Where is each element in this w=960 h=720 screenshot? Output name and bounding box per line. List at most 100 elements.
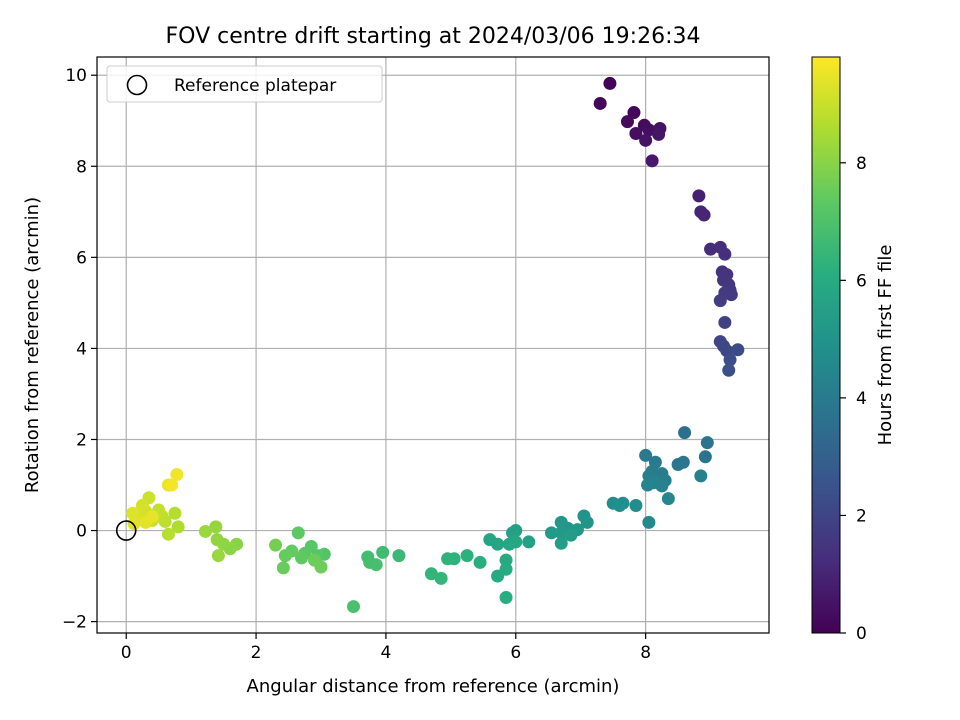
data-point xyxy=(554,515,568,529)
data-point xyxy=(460,549,474,563)
data-point xyxy=(276,561,290,575)
data-point xyxy=(165,478,179,492)
data-point xyxy=(629,499,643,513)
legend: Reference platepar xyxy=(106,65,383,103)
data-point xyxy=(127,517,141,531)
data-point xyxy=(170,468,184,482)
legend-box xyxy=(106,65,383,103)
colorbar-ticks: 0 2 4 6 8 xyxy=(840,154,867,644)
data-point xyxy=(376,545,390,559)
data-point xyxy=(613,499,627,513)
colorbar xyxy=(811,56,841,634)
data-point xyxy=(544,526,558,540)
data-point xyxy=(314,560,328,574)
data-point xyxy=(661,492,675,506)
data-point xyxy=(434,571,448,585)
legend-marker xyxy=(126,74,148,96)
x-tick-label: 8 xyxy=(640,643,651,663)
data-point xyxy=(697,208,711,222)
x-axis-ticks: 0 2 4 6 8 xyxy=(121,633,651,663)
data-point xyxy=(724,288,738,302)
data-point xyxy=(473,555,487,569)
data-point xyxy=(522,535,536,549)
data-point xyxy=(554,536,568,550)
data-point xyxy=(723,353,737,367)
y-tick-label: 4 xyxy=(76,339,87,359)
data-point xyxy=(499,590,513,604)
data-point xyxy=(392,549,406,563)
data-point xyxy=(291,526,305,540)
data-point xyxy=(126,506,140,520)
colorbar-tick-label: 4 xyxy=(856,389,867,409)
y-tick-label: −2 xyxy=(62,613,87,633)
y-axis-ticks: −2 0 2 4 6 8 10 xyxy=(62,66,97,633)
data-point xyxy=(209,520,223,534)
data-point xyxy=(593,96,607,110)
data-point xyxy=(627,106,641,120)
reference-marker xyxy=(115,520,137,541)
data-point xyxy=(161,527,175,541)
x-tick-label: 0 xyxy=(121,643,132,663)
data-point xyxy=(678,426,692,440)
colorbar-tick-label: 2 xyxy=(856,506,867,526)
data-point xyxy=(509,535,523,549)
data-point xyxy=(694,469,708,483)
y-tick-label: 8 xyxy=(76,157,87,177)
grid-lines xyxy=(97,57,769,633)
y-tick-label: 6 xyxy=(76,248,87,268)
data-point xyxy=(499,562,513,576)
data-point xyxy=(424,567,438,581)
data-point xyxy=(676,455,690,469)
data-point xyxy=(639,133,653,147)
x-tick-label: 6 xyxy=(510,643,521,663)
y-tick-label: 10 xyxy=(65,66,87,86)
data-point xyxy=(295,551,309,565)
data-point xyxy=(713,294,727,308)
data-point xyxy=(211,549,225,563)
data-point xyxy=(642,515,656,529)
data-point xyxy=(731,343,745,357)
data-point xyxy=(171,520,185,534)
data-point xyxy=(580,515,594,529)
x-tick-label: 4 xyxy=(381,643,392,663)
data-point xyxy=(145,510,159,524)
data-point xyxy=(491,537,505,551)
data-point xyxy=(722,363,736,377)
data-point xyxy=(369,558,383,572)
data-point xyxy=(704,242,718,256)
data-points xyxy=(126,76,745,614)
data-point xyxy=(655,479,669,493)
y-tick-label: 2 xyxy=(76,430,87,450)
data-point xyxy=(278,549,292,563)
data-point xyxy=(198,524,212,538)
data-point xyxy=(564,528,578,542)
colorbar-tick-label: 6 xyxy=(856,271,867,291)
data-point xyxy=(698,450,712,464)
data-point xyxy=(620,115,634,129)
data-point xyxy=(441,552,455,566)
data-point xyxy=(641,478,655,492)
data-point xyxy=(603,76,617,90)
data-point xyxy=(700,436,714,450)
data-point xyxy=(645,154,659,168)
data-point xyxy=(269,538,283,552)
data-point xyxy=(210,533,224,547)
y-axis-label: Rotation from reference (arcmin) xyxy=(22,197,43,493)
data-point xyxy=(652,127,666,141)
data-point xyxy=(499,553,513,567)
data-point xyxy=(639,448,653,462)
y-tick-label: 0 xyxy=(76,522,87,542)
data-point xyxy=(718,315,732,329)
plot-frame xyxy=(96,56,770,634)
x-tick-label: 2 xyxy=(251,643,262,663)
chart-title: FOV centre drift starting at 2024/03/06 … xyxy=(166,24,701,49)
data-point xyxy=(718,247,732,261)
x-axis-label: Angular distance from reference (arcmin) xyxy=(247,676,620,697)
data-point xyxy=(554,526,568,540)
colorbar-tick-label: 0 xyxy=(856,624,867,644)
legend-label: Reference platepar xyxy=(174,76,336,96)
data-point xyxy=(692,189,706,203)
data-point xyxy=(168,506,182,520)
data-point xyxy=(346,600,360,614)
